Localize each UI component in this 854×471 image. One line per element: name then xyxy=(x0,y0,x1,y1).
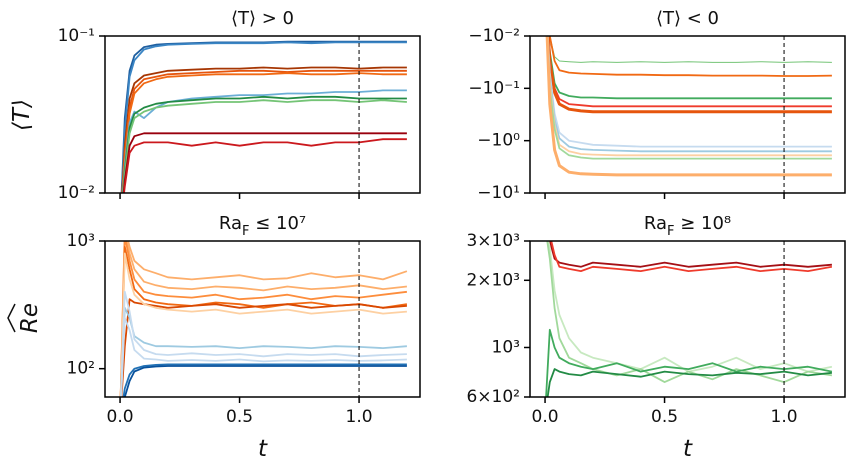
x-tick-label: 0.5 xyxy=(226,407,253,427)
line-series xyxy=(546,368,832,397)
x-tick-label: 0.5 xyxy=(651,407,678,427)
y-tick-label: 10³ xyxy=(492,337,520,357)
line-series xyxy=(546,36,832,114)
y-tick-label: −10⁻¹ xyxy=(468,78,520,98)
line-series xyxy=(546,241,833,383)
y-tick-label: 3×10³ xyxy=(466,231,520,251)
y-tick-label: 10⁻¹ xyxy=(58,26,95,46)
y-tick-label: 2×10³ xyxy=(466,270,520,290)
line-series xyxy=(123,138,407,193)
line-series xyxy=(120,317,407,397)
line-series xyxy=(123,365,407,397)
panel-title: RaF ≥ 10⁸ xyxy=(644,213,731,239)
y-tick-label: 6×10² xyxy=(466,387,520,407)
y-tick-label: −10¹ xyxy=(477,183,520,203)
y-label-group: Re xyxy=(7,303,43,333)
x-tick-label: 0.0 xyxy=(532,407,559,427)
y-tick-label: −10⁰ xyxy=(477,131,520,151)
y-label: Re xyxy=(17,303,43,333)
line-series xyxy=(546,36,832,148)
line-series xyxy=(122,363,407,397)
line-series xyxy=(121,89,407,193)
line-series xyxy=(121,66,407,193)
line-series xyxy=(121,69,407,193)
line-series xyxy=(547,36,832,100)
line-series xyxy=(121,72,407,193)
line-series xyxy=(545,328,833,397)
plot-area xyxy=(545,241,833,397)
line-series xyxy=(119,241,408,397)
hat xyxy=(7,303,16,333)
y-tick-label: 10³ xyxy=(67,231,95,251)
line-series xyxy=(549,36,832,63)
line-series xyxy=(119,252,407,397)
x-tick-label: 1.0 xyxy=(346,407,373,427)
axes-frame xyxy=(104,35,421,194)
line-series xyxy=(120,290,407,397)
x-tick-label: 0.0 xyxy=(107,407,134,427)
line-series xyxy=(546,36,832,157)
line-series xyxy=(122,95,407,193)
line-series xyxy=(119,241,407,397)
line-series xyxy=(545,36,832,177)
panel-title: ⟨T⟩ > 0 xyxy=(231,8,294,29)
axes-frame xyxy=(529,240,846,398)
line-series xyxy=(547,241,833,373)
line-series xyxy=(546,36,832,160)
panel-title: ⟨T⟩ < 0 xyxy=(656,8,719,29)
y-label: ⟨T⟩ xyxy=(9,99,35,131)
y-tick-label: 10² xyxy=(67,359,95,379)
line-series xyxy=(122,99,407,193)
line-series xyxy=(550,241,833,272)
y-label-group: ⟨T⟩ xyxy=(9,99,35,131)
plot-area xyxy=(545,36,832,193)
plot-area xyxy=(120,36,407,193)
line-series xyxy=(120,41,407,193)
plot-area xyxy=(119,241,408,397)
x-label: t xyxy=(258,436,268,462)
x-label: t xyxy=(683,436,693,462)
line-series xyxy=(120,298,407,397)
axes-frame xyxy=(529,35,846,194)
y-tick-label: −10⁻² xyxy=(468,26,520,46)
line-series xyxy=(548,36,832,77)
x-tick-label: 1.0 xyxy=(771,407,798,427)
line-series xyxy=(119,241,408,397)
axes-frame xyxy=(104,240,421,398)
line-series xyxy=(120,40,407,193)
line-series xyxy=(119,245,408,397)
line-series xyxy=(122,132,407,193)
line-series xyxy=(547,36,832,108)
line-series xyxy=(546,36,832,153)
panel-title: RaF ≤ 10⁷ xyxy=(219,213,306,239)
y-tick-label: 10⁻² xyxy=(58,183,95,203)
